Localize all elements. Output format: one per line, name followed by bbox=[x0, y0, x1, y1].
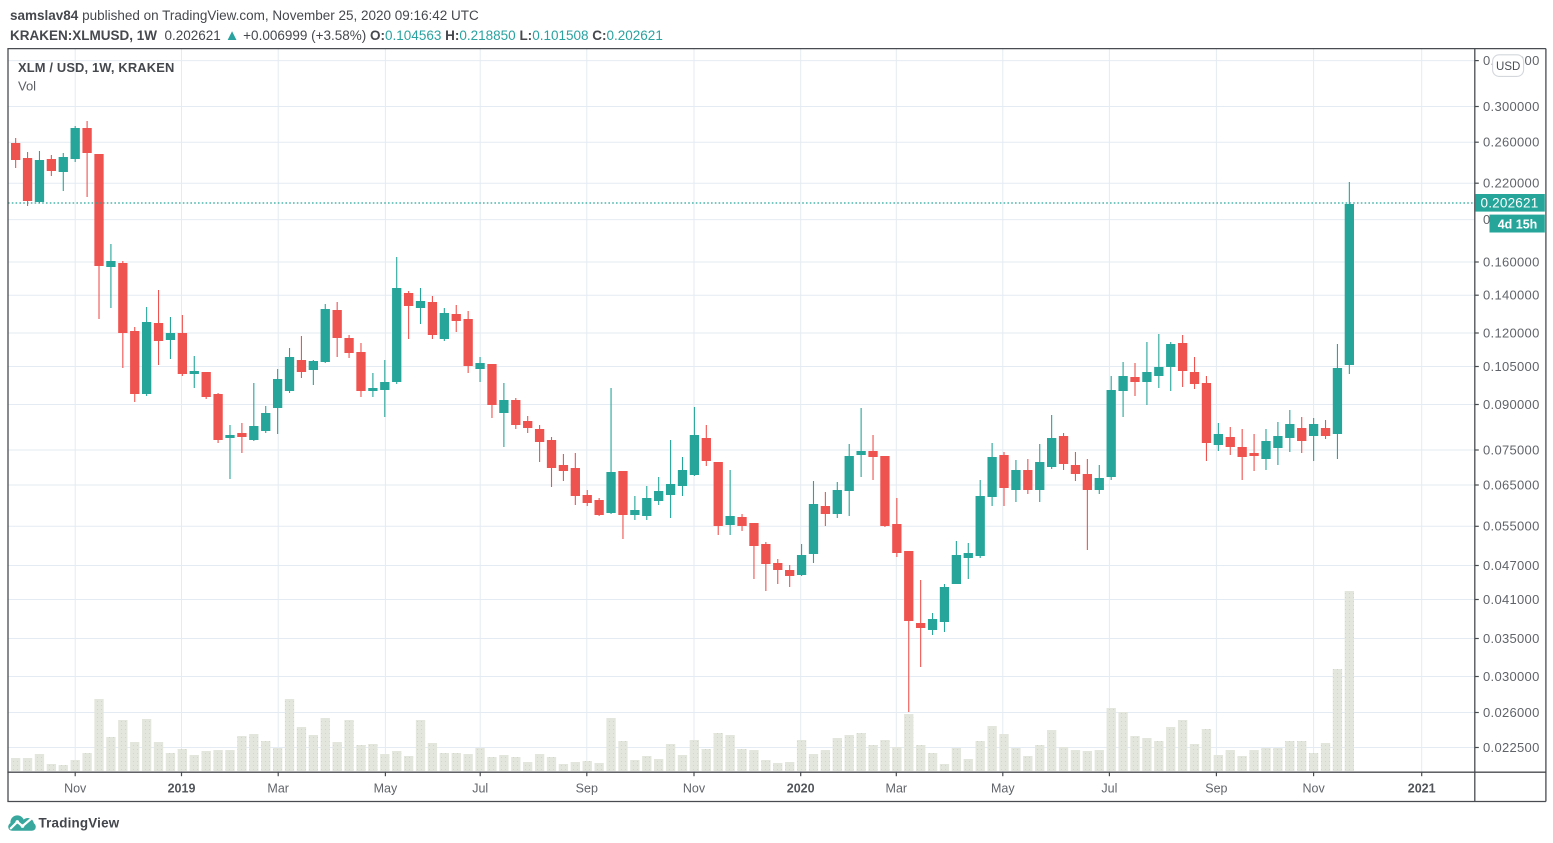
svg-text:0.075000: 0.075000 bbox=[1483, 442, 1540, 457]
svg-text:Mar: Mar bbox=[267, 782, 289, 796]
svg-text:0.220000: 0.220000 bbox=[1483, 176, 1540, 191]
svg-text:2019: 2019 bbox=[168, 782, 196, 796]
svg-text:0.026000: 0.026000 bbox=[1483, 705, 1540, 720]
svg-text:4d 15h: 4d 15h bbox=[1498, 217, 1538, 231]
svg-text:Jul: Jul bbox=[1101, 782, 1117, 796]
svg-text:Jul: Jul bbox=[472, 782, 488, 796]
svg-text:0.035000: 0.035000 bbox=[1483, 631, 1540, 646]
svg-text:Nov: Nov bbox=[1302, 782, 1325, 796]
svg-text:0.065000: 0.065000 bbox=[1483, 477, 1540, 492]
svg-text:2020: 2020 bbox=[787, 782, 815, 796]
svg-text:0.300000: 0.300000 bbox=[1483, 99, 1540, 114]
svg-text:May: May bbox=[991, 782, 1015, 796]
svg-text:0.030000: 0.030000 bbox=[1483, 669, 1540, 684]
svg-text:0.105000: 0.105000 bbox=[1483, 359, 1540, 374]
svg-text:Nov: Nov bbox=[683, 782, 706, 796]
svg-text:0.022500: 0.022500 bbox=[1483, 740, 1540, 755]
svg-text:Nov: Nov bbox=[64, 782, 87, 796]
svg-text:May: May bbox=[374, 782, 398, 796]
svg-text:0.055000: 0.055000 bbox=[1483, 519, 1540, 534]
svg-text:Mar: Mar bbox=[886, 782, 908, 796]
svg-text:2021: 2021 bbox=[1408, 782, 1436, 796]
svg-text:Vol: Vol bbox=[18, 79, 36, 94]
svg-text:0.160000: 0.160000 bbox=[1483, 254, 1540, 269]
svg-text:0.120000: 0.120000 bbox=[1483, 325, 1540, 340]
svg-text:0.202621: 0.202621 bbox=[1481, 196, 1539, 211]
svg-text:Sep: Sep bbox=[576, 782, 598, 796]
svg-text:XLM / USD, 1W, KRAKEN: XLM / USD, 1W, KRAKEN bbox=[18, 60, 174, 75]
svg-text:TradingView: TradingView bbox=[39, 815, 120, 830]
svg-text:USD: USD bbox=[1496, 61, 1520, 73]
svg-text:0.260000: 0.260000 bbox=[1483, 135, 1540, 150]
svg-text:0.047000: 0.047000 bbox=[1483, 558, 1540, 573]
svg-text:0.: 0. bbox=[1483, 212, 1494, 227]
svg-text:Sep: Sep bbox=[1205, 782, 1227, 796]
svg-text:0.140000: 0.140000 bbox=[1483, 288, 1540, 303]
svg-text:0.041000: 0.041000 bbox=[1483, 592, 1540, 607]
svg-text:0.090000: 0.090000 bbox=[1483, 397, 1540, 412]
